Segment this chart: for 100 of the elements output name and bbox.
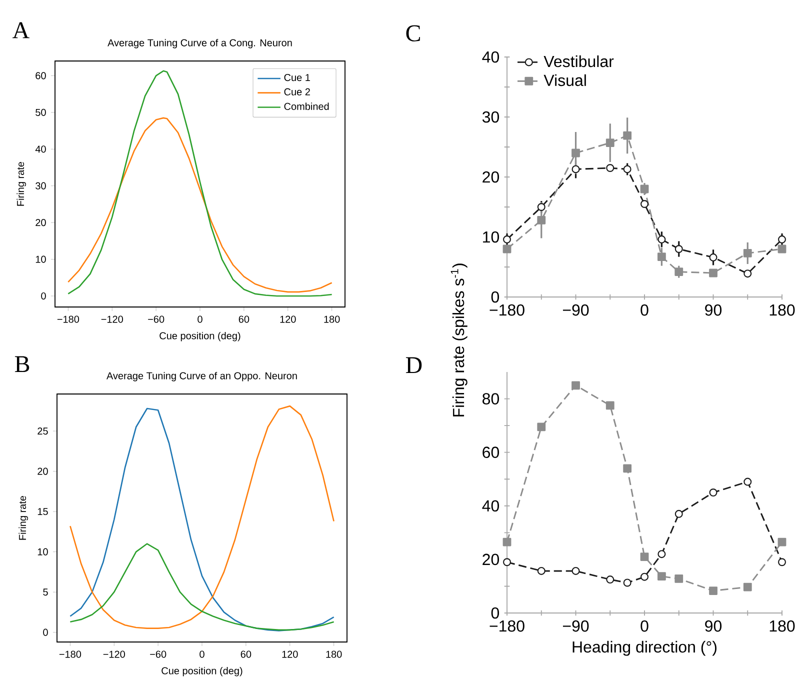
y-tick-label: 20 [38, 468, 48, 475]
point [640, 552, 649, 561]
point [537, 216, 546, 224]
point [537, 422, 546, 432]
point [606, 576, 614, 584]
point [537, 566, 546, 575]
line-series [68, 117, 332, 293]
point [623, 165, 632, 174]
legend-label: Vestibular [544, 55, 614, 68]
point [674, 268, 684, 276]
point [778, 235, 786, 244]
x-tick-label: 180 [770, 620, 795, 632]
x-tick-label: 180 [324, 316, 340, 323]
point [709, 586, 718, 595]
point [657, 252, 666, 261]
text: A [12, 22, 30, 38]
point [674, 245, 683, 253]
chart-title: Average Tuning Curve of a Cong. Neuron [108, 38, 292, 48]
point [572, 381, 580, 390]
point [743, 249, 752, 258]
point [658, 235, 666, 244]
y-tick-label: 15 [38, 508, 48, 516]
point [674, 574, 684, 583]
point [623, 578, 632, 587]
x-tick-label: −120 [101, 316, 123, 323]
x-axis-title: Heading direction (°) [572, 640, 716, 656]
y-tick-label: 20 [482, 554, 500, 566]
x-tick-label: −90 [562, 304, 589, 316]
x-tick-label: 60 [240, 650, 252, 658]
text: D [406, 357, 422, 374]
x-tick-label: −60 [150, 650, 166, 658]
point [709, 488, 718, 497]
point [503, 558, 512, 566]
point [640, 184, 649, 194]
x-tick-label: 180 [770, 304, 795, 316]
x-tick-label: 0 [640, 620, 648, 632]
y-tick-label: 20 [36, 219, 46, 226]
y-tick-label: 0 [491, 291, 500, 303]
x-tick-label: −180 [490, 620, 524, 632]
point [572, 165, 580, 174]
x-tick-label: 0 [640, 304, 648, 316]
x-axis-title: Cue position (deg) [162, 666, 242, 676]
point [640, 200, 649, 208]
y-tick-label: 20 [482, 171, 500, 183]
y-tick-label: 10 [483, 231, 500, 243]
x-tick-label: −60 [148, 316, 164, 323]
point [674, 510, 683, 518]
y-tick-label: 30 [36, 182, 46, 190]
point [537, 203, 546, 211]
text: B [14, 356, 30, 372]
y-tick-label: 0 [491, 607, 500, 619]
point [572, 566, 580, 575]
point [502, 244, 512, 254]
x-tick-label: 180 [326, 650, 342, 658]
point [778, 244, 786, 254]
x-tick-label: 90 [705, 304, 722, 316]
x-tick-label: 0 [200, 650, 204, 658]
x-tick-label: 120 [280, 316, 296, 323]
point [606, 138, 614, 147]
point [778, 558, 786, 566]
x-tick-label: 120 [282, 650, 298, 658]
y-axis-title: Firing rate [18, 496, 28, 540]
point [640, 572, 649, 581]
y-tick-label: 80 [482, 393, 500, 404]
y-tick-label: 40 [482, 51, 500, 63]
legend-label: Cue 2 [284, 88, 310, 96]
x-axis-title: Cue position (deg) [160, 332, 240, 342]
y-axis-title: Firing rate [16, 162, 26, 206]
x-tick-label: −180 [490, 304, 524, 316]
y-tick-label: 5 [43, 588, 48, 596]
legend-label: Combined [284, 102, 329, 110]
text: C [406, 25, 420, 42]
x-tick-label: 0 [198, 316, 202, 323]
x-tick-label: −180 [59, 650, 82, 658]
point [743, 582, 752, 592]
point [744, 270, 752, 278]
point [623, 464, 632, 473]
point [623, 131, 632, 140]
point [778, 538, 786, 546]
point [572, 148, 580, 158]
point [503, 235, 512, 244]
legend-label: Visual [544, 74, 586, 86]
x-tick-label: −90 [562, 620, 589, 632]
legend-label: Cue 1 [284, 74, 310, 82]
point [658, 550, 666, 558]
y-tick-label: 50 [36, 108, 46, 116]
y-tick-label: 40 [482, 500, 500, 512]
x-tick-label: 90 [705, 620, 722, 632]
point [502, 538, 512, 546]
point [744, 478, 752, 486]
x-tick-label: 60 [238, 316, 250, 323]
x-tick-label: −120 [103, 650, 125, 658]
point [709, 253, 718, 262]
y-tick-label: 40 [35, 146, 46, 153]
y-tick-label: 0 [41, 292, 46, 300]
y-tick-label: 25 [38, 427, 48, 435]
x-tick-label: −180 [57, 316, 80, 323]
point [657, 572, 666, 581]
y-tick-label: 60 [482, 446, 500, 458]
y-tick-label: 10 [38, 548, 48, 556]
